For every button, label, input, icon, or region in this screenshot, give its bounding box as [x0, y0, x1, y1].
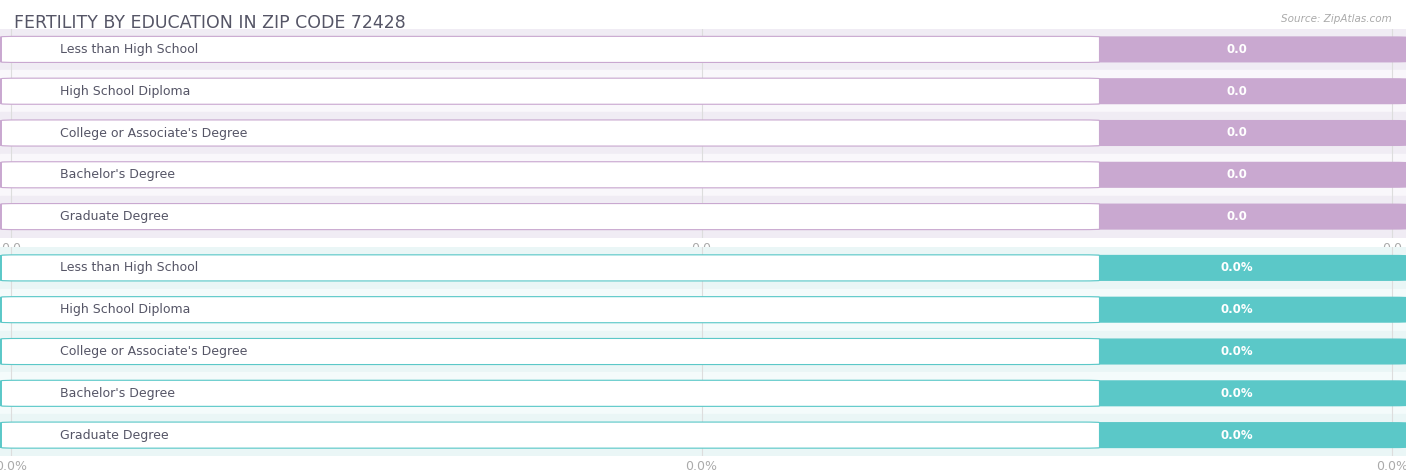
Bar [0, 28, 1406, 70]
FancyBboxPatch shape [0, 162, 1406, 188]
Bar [0, 289, 1406, 331]
Text: Less than High School: Less than High School [60, 261, 198, 275]
FancyBboxPatch shape [1, 120, 1099, 146]
Text: College or Associate's Degree: College or Associate's Degree [60, 126, 247, 140]
Text: 0.0: 0.0 [1227, 43, 1247, 56]
Text: High School Diploma: High School Diploma [60, 303, 191, 316]
FancyBboxPatch shape [0, 297, 1406, 323]
Text: Bachelor's Degree: Bachelor's Degree [60, 168, 176, 181]
FancyBboxPatch shape [0, 78, 1406, 104]
FancyBboxPatch shape [0, 204, 1406, 229]
FancyBboxPatch shape [0, 37, 1406, 62]
FancyBboxPatch shape [1, 162, 1099, 188]
FancyBboxPatch shape [1, 422, 1099, 448]
Text: 0.0%: 0.0% [1220, 345, 1254, 358]
Bar [0, 196, 1406, 238]
Text: 0.0%: 0.0% [1220, 387, 1254, 400]
Text: High School Diploma: High School Diploma [60, 85, 191, 98]
Text: Bachelor's Degree: Bachelor's Degree [60, 387, 176, 400]
Text: 0.0: 0.0 [1227, 168, 1247, 181]
Text: 0.0: 0.0 [1227, 126, 1247, 140]
Text: 0.0%: 0.0% [1220, 261, 1254, 275]
Text: Less than High School: Less than High School [60, 43, 198, 56]
FancyBboxPatch shape [1, 297, 1099, 323]
Bar [0, 331, 1406, 372]
Text: 0.0%: 0.0% [1220, 428, 1254, 442]
Bar [0, 154, 1406, 196]
FancyBboxPatch shape [0, 255, 1406, 281]
Text: 0.0: 0.0 [1227, 210, 1247, 223]
Text: Source: ZipAtlas.com: Source: ZipAtlas.com [1281, 14, 1392, 24]
Text: Graduate Degree: Graduate Degree [60, 428, 169, 442]
Bar [0, 70, 1406, 112]
FancyBboxPatch shape [0, 422, 1406, 448]
FancyBboxPatch shape [1, 339, 1099, 364]
FancyBboxPatch shape [1, 37, 1099, 62]
Text: 0.0%: 0.0% [1220, 303, 1254, 316]
Text: Graduate Degree: Graduate Degree [60, 210, 169, 223]
Bar [0, 414, 1406, 456]
Text: FERTILITY BY EDUCATION IN ZIP CODE 72428: FERTILITY BY EDUCATION IN ZIP CODE 72428 [14, 14, 406, 32]
FancyBboxPatch shape [0, 120, 1406, 146]
FancyBboxPatch shape [1, 78, 1099, 104]
Bar [0, 372, 1406, 414]
FancyBboxPatch shape [0, 339, 1406, 364]
FancyBboxPatch shape [1, 255, 1099, 281]
FancyBboxPatch shape [1, 204, 1099, 229]
Bar [0, 112, 1406, 154]
FancyBboxPatch shape [1, 380, 1099, 406]
Text: College or Associate's Degree: College or Associate's Degree [60, 345, 247, 358]
Bar [0, 247, 1406, 289]
FancyBboxPatch shape [0, 380, 1406, 406]
Text: 0.0: 0.0 [1227, 85, 1247, 98]
